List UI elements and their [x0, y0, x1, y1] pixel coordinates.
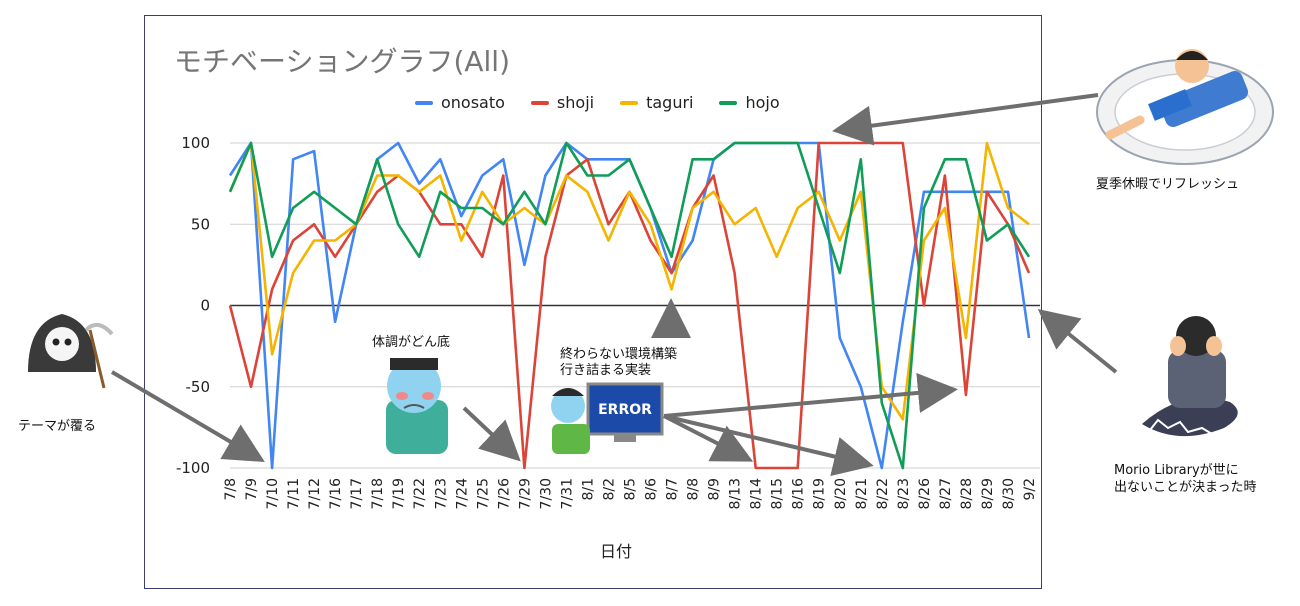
chart-title: モチベーショングラフ(All) [174, 45, 511, 78]
x-tick-label: 7/24 [454, 478, 470, 510]
y-tick-label: 0 [200, 297, 210, 315]
x-tick-label: 8/6 [644, 478, 660, 501]
sick-person-illustration [386, 358, 448, 454]
x-tick-label: 7/31 [559, 478, 575, 509]
x-tick-label: 7/10 [265, 478, 281, 509]
x-tick-label: 8/27 [938, 478, 954, 509]
x-tick-label: 8/13 [728, 478, 744, 509]
x-tick-label: 8/8 [686, 478, 702, 501]
x-axis-title: 日付 [600, 542, 633, 561]
x-tick-label: 7/12 [307, 478, 323, 509]
x-tick-label: 7/30 [538, 478, 554, 509]
x-tick-label: 8/30 [1001, 478, 1017, 509]
x-tick-label: 8/21 [854, 478, 870, 509]
x-tick-label: 8/26 [917, 478, 933, 510]
vacation-illustration [1096, 49, 1274, 165]
legend-label-onosato: onosato [441, 93, 505, 112]
x-tick-label: 7/8 [223, 478, 239, 501]
chart-legend: onosato shoji taguri hojo [415, 93, 780, 112]
x-tick-label: 7/9 [244, 478, 260, 501]
legend-swatch-taguri [620, 100, 639, 105]
annotation-arrows [110, 93, 1118, 477]
x-tick-label: 7/19 [391, 478, 407, 509]
y-tick-label: -100 [176, 459, 210, 477]
chart-frame [144, 15, 1042, 589]
x-tick-label: 7/29 [517, 478, 533, 509]
despair-person-illustration [1142, 316, 1238, 437]
series-layer [228, 141, 1031, 470]
x-tick-label: 7/22 [412, 478, 428, 509]
legend-swatch-hojo [719, 100, 738, 105]
x-tick-label: 8/9 [707, 478, 723, 501]
x-tick-label: 9/2 [1022, 478, 1038, 501]
annotation-library-line2: 出ないことが決まった時 [1114, 480, 1257, 495]
annotation-env-line1: 終わらない環境構築 [560, 347, 678, 362]
x-tick-layer: 7/8 7/9 7/10 7/11 7/12 7/16 7/17 7/18 7/19 7/22 7/… [223, 478, 1038, 510]
x-tick-label: 8/15 [770, 478, 786, 509]
y-tick-label: 100 [181, 134, 210, 152]
x-tick-label: 7/16 [328, 478, 344, 510]
x-tick-label: 8/29 [980, 478, 996, 509]
x-tick-label: 7/17 [349, 478, 365, 509]
x-tick-label: 7/18 [370, 478, 386, 509]
legend-swatch-onosato [415, 100, 433, 105]
reaper-illustration [28, 314, 114, 389]
error-programmer-illustration: ERROR [551, 382, 664, 454]
annotation-library-line1: Morio Libraryが世に [1114, 463, 1239, 478]
y-tick-label: 50 [191, 215, 210, 233]
x-tick-label: 8/16 [791, 478, 807, 510]
legend-item-taguri: taguri [620, 93, 693, 112]
x-tick-label: 8/7 [665, 478, 681, 501]
error-sign-text: ERROR [598, 402, 652, 418]
x-tick-label: 8/1 [580, 478, 596, 501]
legend-label-hojo: hojo [745, 93, 780, 112]
x-tick-label: 7/25 [475, 478, 491, 509]
x-tick-label: 7/11 [286, 478, 302, 509]
legend-label-taguri: taguri [646, 93, 694, 112]
legend-label-shoji: shoji [556, 93, 595, 112]
x-tick-label: 8/23 [896, 478, 912, 509]
x-tick-label: 8/2 [602, 478, 618, 501]
annotation-env-line2: 行き詰まる実装 [560, 363, 652, 378]
annotation-vacation: 夏季休暇でリフレッシュ [1096, 177, 1240, 192]
x-tick-label: 8/22 [875, 478, 891, 509]
x-tick-label: 7/23 [433, 478, 449, 509]
legend-item-shoji: shoji [530, 93, 595, 112]
x-tick-label: 8/19 [812, 478, 828, 509]
annotation-health: 体調がどん底 [372, 335, 451, 350]
x-tick-label: 8/5 [623, 478, 639, 501]
series-line-hojo [228, 141, 1031, 470]
legend-item-onosato: onosato [415, 93, 505, 112]
series-line-taguri [228, 141, 1030, 421]
x-tick-label: 7/26 [496, 478, 512, 510]
y-tick-label: -50 [186, 378, 211, 396]
x-tick-label: 8/14 [749, 478, 765, 510]
x-tick-label: 8/20 [833, 478, 849, 509]
annotation-theme: テーマが覆る [18, 419, 97, 434]
x-tick-label: 8/28 [959, 478, 975, 509]
legend-swatch-shoji [530, 100, 549, 105]
legend-item-hojo: hojo [719, 93, 780, 112]
